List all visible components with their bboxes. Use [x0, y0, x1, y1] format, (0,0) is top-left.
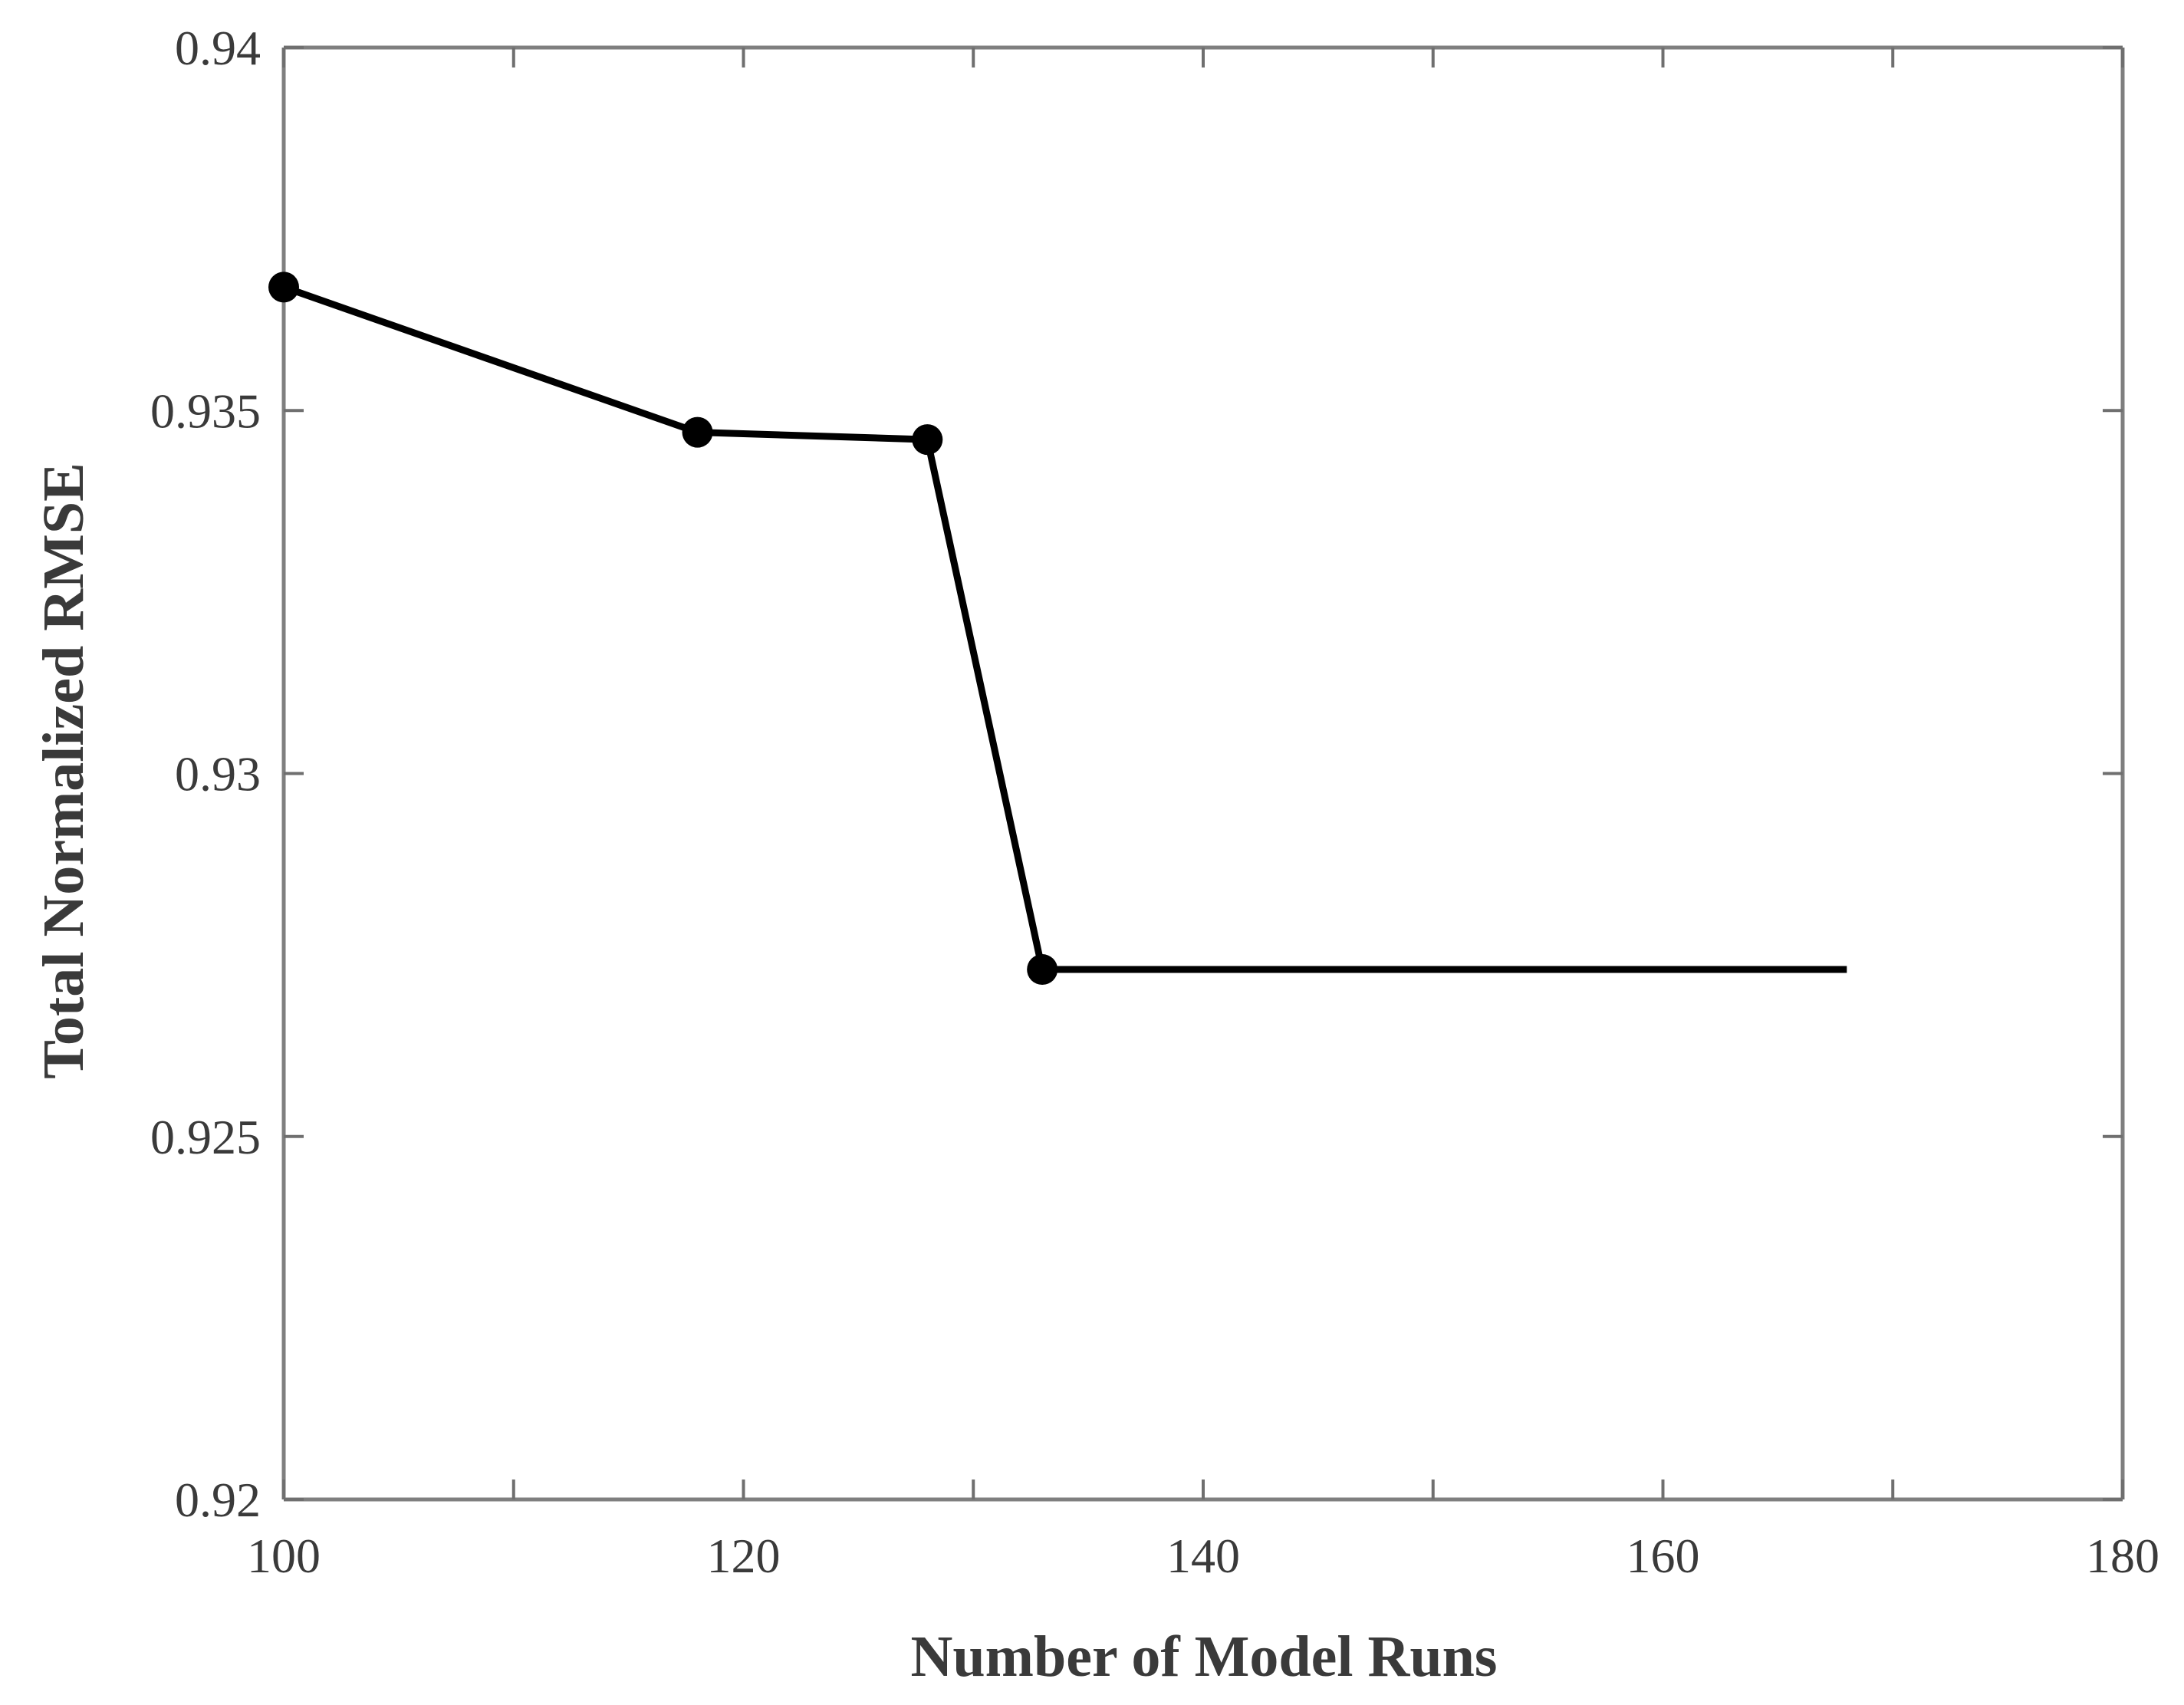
- series-markers: [268, 272, 1058, 986]
- x-tick-label: 140: [1166, 1529, 1240, 1583]
- y-tick-label: 0.925: [150, 1110, 261, 1164]
- y-tick-label: 0.94: [175, 21, 261, 75]
- x-tick-label: 100: [247, 1529, 321, 1583]
- y-tick-label: 0.92: [175, 1473, 261, 1527]
- data-point-marker: [912, 424, 943, 456]
- y-tick-label: 0.93: [175, 747, 261, 801]
- data-point-marker: [682, 416, 713, 448]
- y-tick-label: 0.935: [150, 383, 261, 438]
- data-point-marker: [1027, 954, 1058, 986]
- tick-labels: 100 120 140 160 180 0.92 0.925 0.93 0.935 0.94: [150, 21, 2159, 1583]
- y-axis-title: Total Normalized RMSE: [31, 462, 96, 1079]
- x-tick-label: 160: [1626, 1529, 1700, 1583]
- data-point-marker: [268, 272, 299, 303]
- x-axis-title: Number of Model Runs: [911, 1624, 1498, 1689]
- x-tick-label: 120: [707, 1529, 781, 1583]
- ticks: [282, 46, 2124, 1501]
- x-tick-label: 180: [2086, 1529, 2159, 1583]
